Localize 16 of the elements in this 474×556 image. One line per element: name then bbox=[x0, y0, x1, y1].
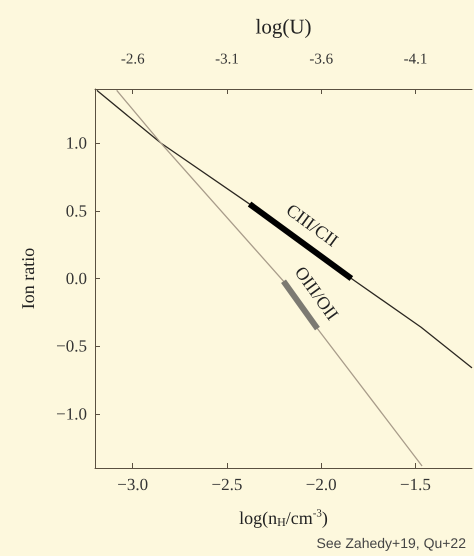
y-tick-label: 0.5 bbox=[66, 201, 87, 220]
y-axis-title: Ion ratio bbox=[18, 248, 38, 310]
x2-axis-title: log(U) bbox=[256, 14, 312, 38]
y-tick-label: −1.0 bbox=[56, 404, 87, 424]
y-tick-label: −0.5 bbox=[56, 336, 87, 356]
x2-tick-label: -2.6 bbox=[120, 52, 146, 68]
x-tick-label: −3.0 bbox=[117, 475, 148, 494]
x-tick-label: −2.0 bbox=[306, 475, 337, 494]
x2-tick-label: -3.6 bbox=[309, 52, 334, 68]
y-tick-label: 0.0 bbox=[66, 269, 87, 288]
x-tick-label: −1.5 bbox=[400, 475, 431, 494]
x2-tick-label: -4.1 bbox=[404, 52, 428, 68]
y-tick-label: 1.0 bbox=[66, 134, 87, 153]
text: See Zahedy+19, Qu+22 bbox=[316, 535, 466, 551]
x-tick-label: −2.5 bbox=[212, 475, 242, 494]
x2-tick-label: -3.1 bbox=[215, 52, 239, 68]
